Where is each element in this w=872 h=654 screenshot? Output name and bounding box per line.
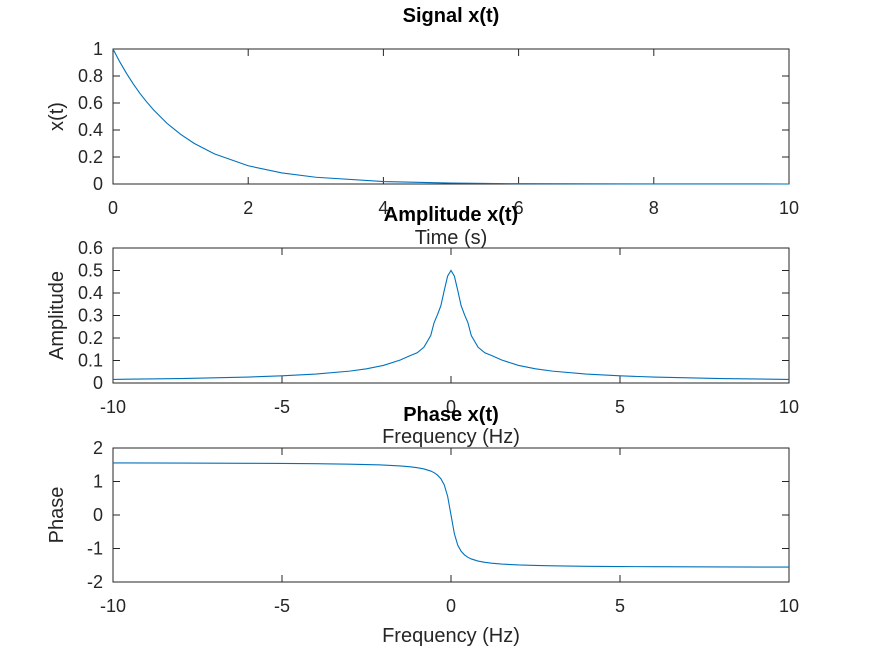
y-tick-label: 0.1 — [78, 351, 103, 371]
y-tick-label: 0.6 — [78, 238, 103, 258]
y-tick-label: 0.6 — [78, 93, 103, 113]
y-tick-label: 0.3 — [78, 306, 103, 326]
axes-box — [112, 48, 790, 185]
x-tick-label: 5 — [615, 397, 625, 417]
y-tick-label: 2 — [93, 438, 103, 458]
y-tick-label: 0 — [93, 373, 103, 393]
y-tick-label: 0 — [93, 505, 103, 525]
chart-title: Signal x(t) — [403, 5, 500, 27]
x-tick-label: 0 — [446, 596, 456, 616]
x-tick-label: 10 — [779, 596, 799, 616]
y-tick-label: 0 — [93, 174, 103, 194]
x-tick-label: 2 — [243, 198, 253, 218]
y-axis-label: Phase — [46, 487, 68, 544]
y-tick-label: 0.4 — [78, 120, 103, 140]
x-tick-label: -5 — [274, 596, 290, 616]
x-tick-label: 10 — [779, 397, 799, 417]
y-tick-label: 0.2 — [78, 147, 103, 167]
x-tick-label: 6 — [514, 198, 524, 218]
x-axis-label: Frequency (Hz) — [382, 625, 520, 647]
y-tick-label: 1 — [93, 39, 103, 59]
x-tick-label: 5 — [615, 596, 625, 616]
series-line-1 — [112, 269, 790, 380]
y-tick-label: 0.8 — [78, 66, 103, 86]
x-tick-label: 8 — [649, 198, 659, 218]
y-tick-label: -2 — [87, 572, 103, 592]
x-tick-label: 4 — [378, 198, 388, 218]
x-axis-label: Time (s) — [415, 227, 488, 249]
x-tick-label: 0 — [108, 198, 118, 218]
y-tick-label: 0.4 — [78, 283, 103, 303]
y-tick-label: 0.2 — [78, 328, 103, 348]
y-axis-label: Amplitude — [46, 271, 68, 360]
series-line-1 — [112, 462, 790, 568]
x-tick-label: -5 — [274, 397, 290, 417]
chart-title: Amplitude x(t) — [384, 204, 518, 226]
chart-title: Phase x(t) — [403, 404, 499, 426]
y-tick-label: 1 — [93, 472, 103, 492]
axes-box — [112, 247, 790, 384]
x-tick-label: -10 — [100, 596, 126, 616]
y-axis-label: x(t) — [46, 102, 68, 131]
y-tick-label: -1 — [87, 539, 103, 559]
x-tick-label: 0 — [446, 397, 456, 417]
x-axis-label: Frequency (Hz) — [382, 426, 520, 448]
y-tick-label: 0.5 — [78, 261, 103, 281]
x-tick-label: -10 — [100, 397, 126, 417]
series-line-1 — [112, 48, 790, 185]
x-tick-label: 10 — [779, 198, 799, 218]
